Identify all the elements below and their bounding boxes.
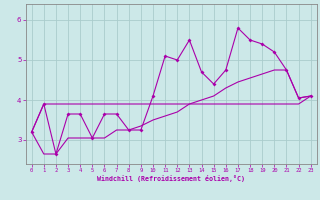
X-axis label: Windchill (Refroidissement éolien,°C): Windchill (Refroidissement éolien,°C) bbox=[97, 175, 245, 182]
